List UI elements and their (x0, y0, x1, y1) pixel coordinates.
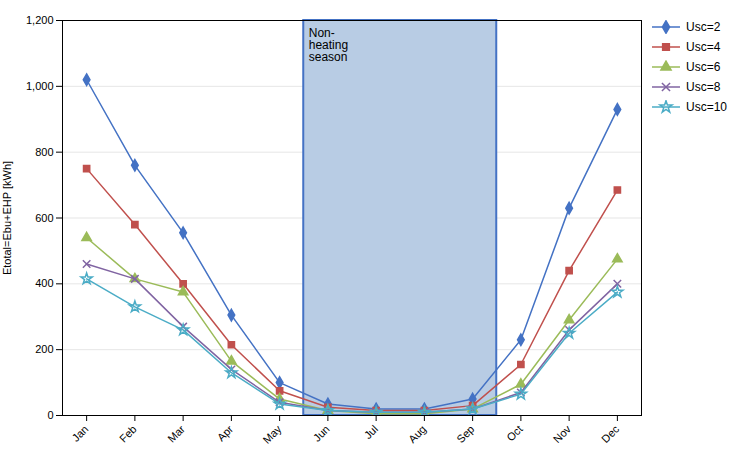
svg-text:Mar: Mar (165, 423, 187, 445)
svg-text:Aug: Aug (406, 423, 428, 445)
svg-text:Oct: Oct (504, 423, 525, 444)
svg-text:400: 400 (35, 277, 53, 289)
svg-text:Feb: Feb (117, 423, 139, 445)
html-text:Usc=4: Usc=4 (686, 40, 721, 54)
svg-text:Jun: Jun (311, 423, 332, 444)
html-text:Usc=6: Usc=6 (686, 60, 721, 74)
svg-text:May: May (260, 422, 284, 446)
html-text:Usc=10: Usc=10 (686, 100, 727, 114)
svg-text:Sep: Sep (454, 423, 476, 445)
svg-text:0: 0 (47, 409, 53, 421)
html-text:Usc=2: Usc=2 (686, 20, 721, 34)
svg-text:1,000: 1,000 (26, 80, 54, 92)
svg-text:Jan: Jan (69, 423, 90, 444)
svg-text:Non-heatingseason: Non-heatingseason (309, 26, 348, 64)
svg-text:Apr: Apr (215, 423, 236, 444)
svg-text:Etotal=Ebu+EHP [kWh]: Etotal=Ebu+EHP [kWh] (1, 161, 13, 275)
svg-text:1,200: 1,200 (26, 14, 54, 26)
svg-text:600: 600 (35, 212, 53, 224)
html-text:Usc=8: Usc=8 (686, 80, 721, 94)
svg-text:800: 800 (35, 146, 53, 158)
svg-text:Jul: Jul (362, 423, 380, 441)
svg-text:Dec: Dec (599, 422, 622, 445)
svg-text:Nov: Nov (551, 422, 574, 445)
svg-text:200: 200 (35, 343, 53, 355)
